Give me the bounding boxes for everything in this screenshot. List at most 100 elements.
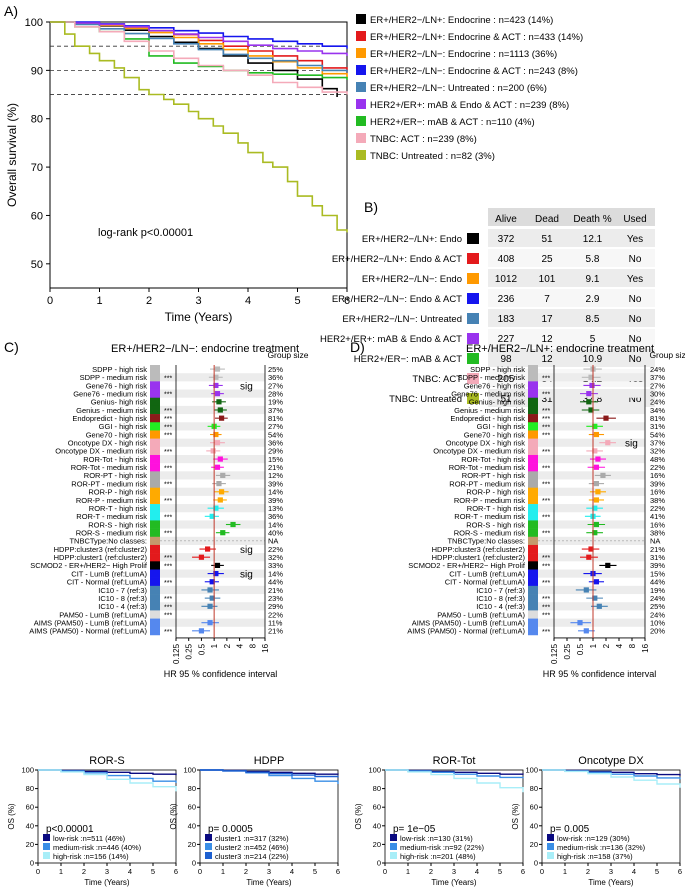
row-label: Genius - medium risk [76,406,147,415]
group-size-value: 13% [268,504,283,513]
cell-alive: 51 [500,394,512,405]
small-legend-entry: high-risk :n=201 (48%) [400,852,476,861]
small-y-tick-label: 0 [192,859,196,868]
cell-dead: 31 [541,394,553,405]
cell-used: No [629,394,642,405]
hr-point [198,628,205,634]
row-color-block [528,487,538,497]
cell-used: No [629,334,642,345]
row-label: SCMOD2 - ER+/HER2− High Prolif [30,561,148,570]
row-label: Oncotype DX - high risk [68,439,147,448]
group-size-value: 54% [650,430,665,439]
row-color-block [528,471,538,480]
panel-label-a: A) [4,3,18,19]
x-tick-label: 5 [294,295,300,307]
row-color-block [528,626,538,636]
small-x-axis-label: Time (Years) [246,878,292,887]
legend-entry: ER+/HER2−/LN−: Endocrine : n=1113 (36%) [370,49,557,60]
cell-used: Yes [627,234,643,245]
y-tick-label: 70 [31,162,43,174]
small-y-tick-label: 80 [188,784,196,793]
row-color-block [528,577,538,587]
small-legend-swatch [390,834,397,841]
small-y-tick-label: 20 [26,840,34,849]
row-label: ROR-Tot - high risk [83,455,147,464]
row-label: PAM50 - LumB (ref:LumA) [437,610,525,619]
group-size-value: 41% [650,512,665,521]
group-size-value: 40% [268,528,283,537]
row-color-block [150,438,160,448]
group-size-value: 24% [650,594,665,603]
table-header-label: Death % [573,214,611,225]
hr-point [218,489,225,495]
table-header-cell [615,208,655,226]
small-x-tick-label: 6 [336,867,340,876]
hr-point [593,497,600,503]
table-row-swatch [467,273,479,284]
row-color-block [150,389,160,399]
group-size-value: 81% [650,414,665,423]
x-tick-label: 2 [146,295,152,307]
row-label: ROR-P - high risk [466,488,525,497]
forest-x-tick-label: 8 [248,643,257,648]
row-label: ROR-T - medium risk [454,512,525,521]
small-legend-entry: medium-risk :n=136 (32%) [557,843,646,852]
row-color-block [150,479,160,488]
small-y-tick-label: 100 [21,766,34,775]
cell-death-pct: 2.9 [586,294,600,305]
small-km-title: ROR-Tot [433,755,476,767]
row-label: Gene70 - high risk [86,430,148,439]
significance-stars: *** [164,465,172,472]
x-tick-label: 1 [96,295,102,307]
legend-swatch [356,82,366,92]
group-size-header: Group size [267,350,308,360]
group-size-value: 16% [650,488,665,497]
small-legend-swatch [205,843,212,850]
small-y-tick-label: 0 [534,859,538,868]
group-size-value: 27% [268,422,283,431]
hr-point [593,579,600,585]
cell-alive: 236 [498,294,515,305]
small-y-axis-label: OS (%) [354,803,363,830]
hr-point [218,415,225,421]
small-y-tick-label: 60 [530,803,538,812]
group-size-value: 25% [650,602,665,611]
group-size-value: 38% [650,496,665,505]
row-color-block [528,585,538,595]
small-x-tick-label: 4 [632,867,636,876]
row-color-block [150,365,160,374]
small-y-tick-label: 100 [525,766,538,775]
significance-stars: *** [542,514,550,521]
small-y-tick-label: 20 [188,840,196,849]
row-color-block [528,495,538,505]
table-row-label: ER+/HER2−/LN+: Endo [362,234,462,245]
row-label: HDPP:cluster3 (ref:cluster2) [432,545,526,554]
row-color-block [150,487,160,497]
group-size-value: 20% [650,627,665,636]
row-color-block [528,422,538,431]
table-header-label: Alive [495,214,517,225]
row-label: ROR-T - high risk [89,504,147,513]
row-color-block [150,569,160,578]
table-row-swatch [467,353,479,364]
table-row-label: HER2+/ER−: mAB & ACT [354,354,462,365]
group-size-value: 24% [650,398,665,407]
table-row [488,309,655,327]
small-km-pvalue: p= 0.005 [550,824,590,835]
forest-x-tick-label: 1 [589,643,598,648]
hr-point [216,481,222,487]
small-legend-swatch [547,852,554,859]
cell-alive: 1012 [495,274,518,285]
forest-x-axis-label: HR 95 % confidence interval [164,669,278,679]
row-color-block [150,397,160,407]
legend-swatch [356,14,366,24]
forest-x-tick-label: 4 [615,643,624,648]
small-x-tick-label: 3 [609,867,613,876]
group-size-value: 12% [268,471,283,480]
y-tick-label: 80 [31,114,43,126]
small-x-axis-label: Time (Years) [431,878,477,887]
table-row-swatch [467,393,479,404]
group-size-value: 38% [650,528,665,537]
hr-point [595,489,601,495]
small-legend-entry: medium-risk :n=92 (22%) [400,843,484,852]
